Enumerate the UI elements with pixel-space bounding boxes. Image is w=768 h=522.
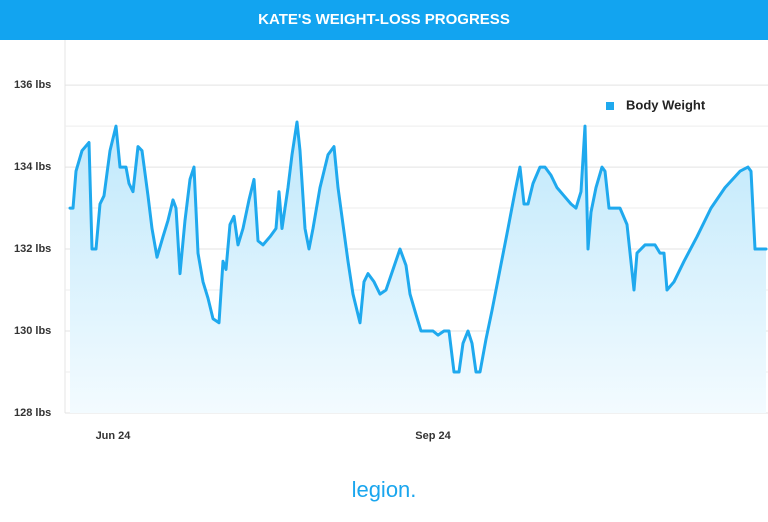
legend-label: Body Weight xyxy=(626,97,706,112)
area-fill xyxy=(70,122,766,413)
x-tick-label: Jun 24 xyxy=(96,430,132,442)
y-tick-label: 130 lbs xyxy=(14,325,51,337)
y-tick-label: 128 lbs xyxy=(14,407,51,419)
legend-swatch xyxy=(606,102,614,110)
line-series xyxy=(68,120,768,374)
y-tick-label: 132 lbs xyxy=(14,243,51,255)
header-bar xyxy=(0,0,768,40)
y-tick-label: 134 lbs xyxy=(14,161,51,173)
x-tick-label: Sep 24 xyxy=(415,430,451,442)
chart-title: KATE'S WEIGHT-LOSS PROGRESS xyxy=(258,11,510,28)
brand-logo: legion. xyxy=(352,477,417,502)
y-tick-label: 136 lbs xyxy=(14,79,51,91)
